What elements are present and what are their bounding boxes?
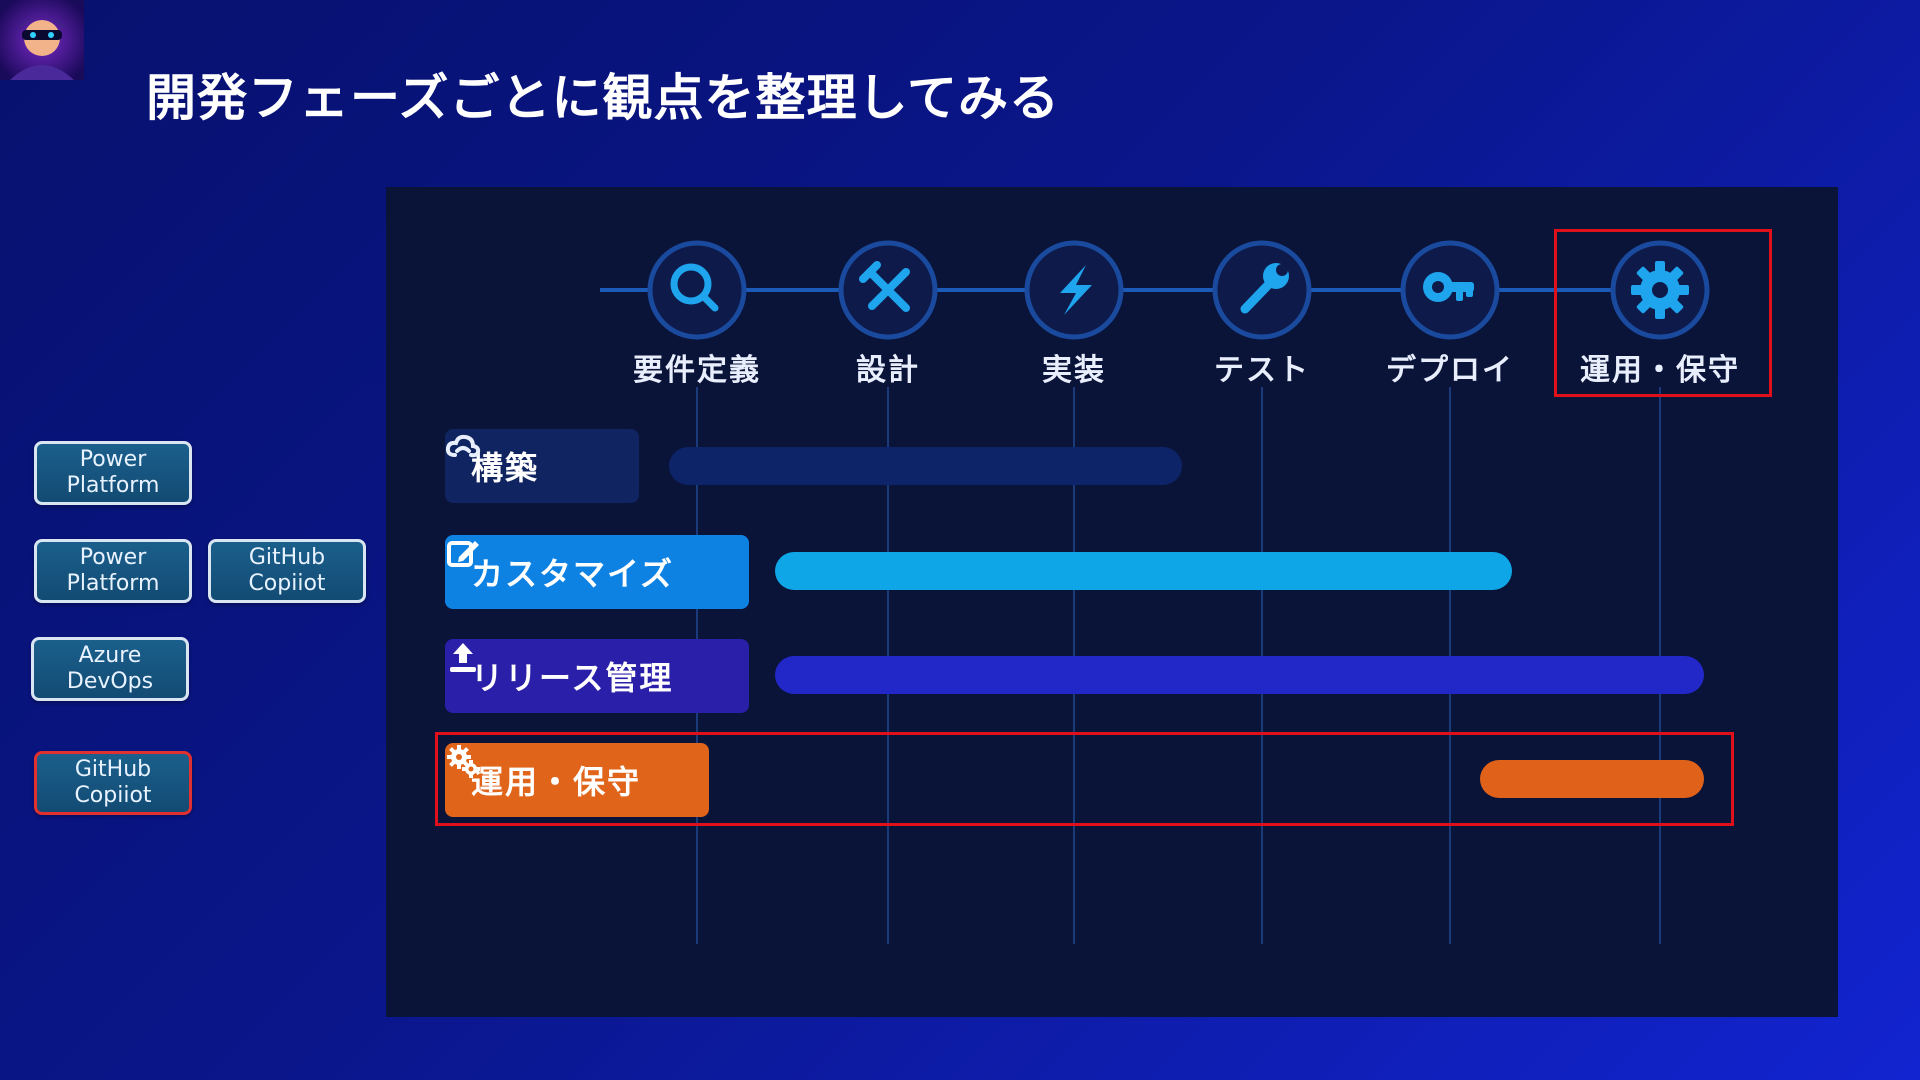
search-icon [670,263,719,312]
tag-line: Copiiot [248,571,326,596]
category-bar-release-management [775,656,1704,694]
category-label: リリース管理 [471,659,674,697]
tag-power-platform: Power Platform [34,441,192,505]
phase-label-test: テスト [1214,353,1310,388]
category-customize: カスタマイズ [445,535,749,609]
tag-line: Platform [66,571,160,596]
phase-node-test [1212,240,1312,340]
lightning-icon [1060,265,1092,315]
tag-line: GitHub [74,757,152,782]
tag-line: DevOps [66,669,154,694]
tag-power-platform: Power Platform [34,539,192,603]
phase-node-implementation [1024,240,1124,340]
category-release-management: リリース管理 [445,639,749,713]
category-build: 構築 [445,429,639,503]
tag-line: GitHub [248,545,326,570]
cloud-icon [445,434,481,458]
edit-icon [447,541,479,567]
gear-icon [1631,261,1689,319]
highlight-box-operations-row [435,732,1734,826]
category-operations: 運用・保守 [445,743,709,817]
tag-line: Copiiot [74,783,152,808]
phase-label-design: 設計 [856,353,920,388]
tag-azure-devops: Azure DevOps [31,637,189,701]
tools-icon [859,261,910,312]
phase-label-operations: 運用・保守 [1580,353,1740,388]
category-bar-build [669,447,1182,485]
category-bar-customize [775,552,1512,590]
tag-github-copilot: GitHub Copiiot [208,539,366,603]
tag-line: Platform [66,473,160,498]
phase-node-deploy [1400,240,1500,340]
tag-github-copilot-highlighted: GitHub Copiiot [34,751,192,815]
phase-node-requirements [647,240,747,340]
phase-label-implementation: 実装 [1042,353,1106,388]
avatar [0,0,84,80]
tag-line: Azure [78,643,142,668]
tag-line: Power [79,545,147,570]
category-label: 構築 [471,449,540,487]
upload-icon [450,643,476,672]
category-label: カスタマイズ [471,555,675,593]
phase-node-operations [1610,240,1710,340]
phase-label-requirements: 要件定義 [633,353,761,388]
key-icon [1423,272,1474,302]
category-label: 運用・保守 [471,763,642,801]
tag-line: Power [79,447,147,472]
page-title: 開発フェーズごとに観点を整理してみる [146,69,1060,127]
wrench-icon [1240,263,1289,314]
phase-label-deploy: デプロイ [1386,353,1514,388]
category-bar-operations [1480,760,1704,798]
highlight-box-operations-phase [1554,229,1772,397]
phase-node-design [838,240,938,340]
gears-icon [447,745,480,778]
phase-diagram: 要件定義 設計 実装 テスト デプロイ 運用・保守 構築 カスタマイズ リリース… [386,187,1838,1017]
